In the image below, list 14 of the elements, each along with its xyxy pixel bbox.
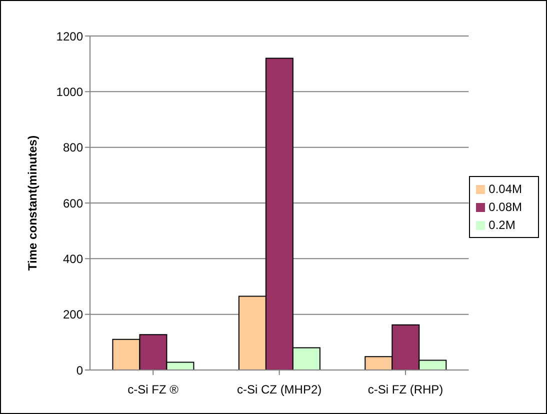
- y-tick-label: 200: [62, 308, 84, 322]
- y-tick-label: 1200: [56, 29, 84, 44]
- x-tick-label: c-Si CZ (MHP2): [236, 382, 322, 397]
- legend-label: 0.08M: [488, 200, 522, 214]
- y-tick-label: 400: [62, 252, 84, 266]
- legend-label: 0.2M: [488, 218, 516, 232]
- legend-label: 0.04M: [488, 182, 522, 196]
- x-tick-label: c-Si FZ ®: [128, 382, 179, 397]
- y-axis-title: Time constant(minutes): [25, 135, 40, 271]
- x-tick-label: c-Si FZ (RHP): [368, 382, 444, 397]
- y-tick-label: 1000: [56, 84, 84, 99]
- y-tick-label: 600: [62, 196, 84, 210]
- y-tick-label: 0: [76, 363, 84, 378]
- y-tick-label: 800: [62, 140, 84, 155]
